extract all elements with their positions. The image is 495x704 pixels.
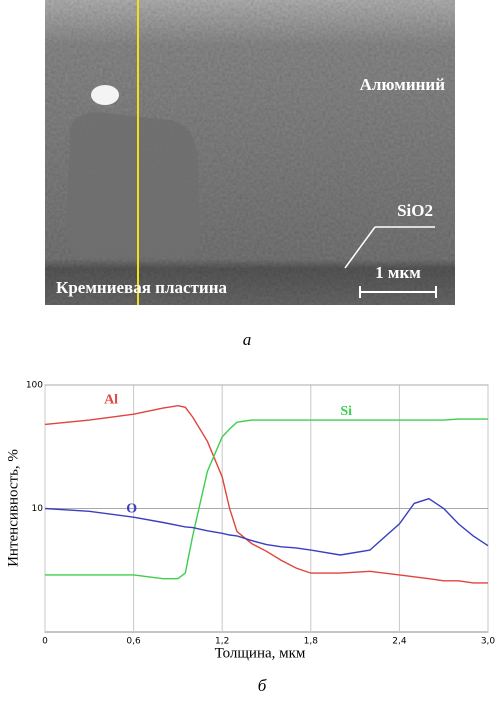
x-axis-label: Толщина, мкм [215, 645, 306, 661]
figure: Алюминий SiO2 1 мкм Кремниевая пластина … [0, 0, 495, 699]
image-label: Алюминий [360, 75, 446, 94]
y-axis-label: Интенсивность, % [5, 449, 21, 567]
x-tick-label: 3,0 [481, 637, 495, 647]
image-label: 1 мкм [375, 263, 421, 282]
x-tick-label: 1,2 [215, 637, 229, 647]
sem-image: Алюминий SiO2 1 мкм Кремниевая пластина [45, 0, 455, 305]
series-label: Al [104, 392, 118, 407]
x-tick-label: 0,6 [126, 637, 141, 647]
caption: б [258, 676, 267, 695]
x-tick-label: 0 [42, 637, 48, 647]
image-label: SiO2 [397, 201, 433, 220]
x-tick-label: 1,8 [304, 637, 319, 647]
series-label: O [126, 501, 137, 516]
y-tick-label: 100 [26, 381, 43, 391]
caption: а [243, 330, 252, 349]
x-tick-label: 2,4 [392, 637, 407, 647]
series-label: Si [340, 404, 352, 419]
y-tick-label: 10 [32, 504, 44, 514]
image-label: Кремниевая пластина [56, 278, 227, 297]
